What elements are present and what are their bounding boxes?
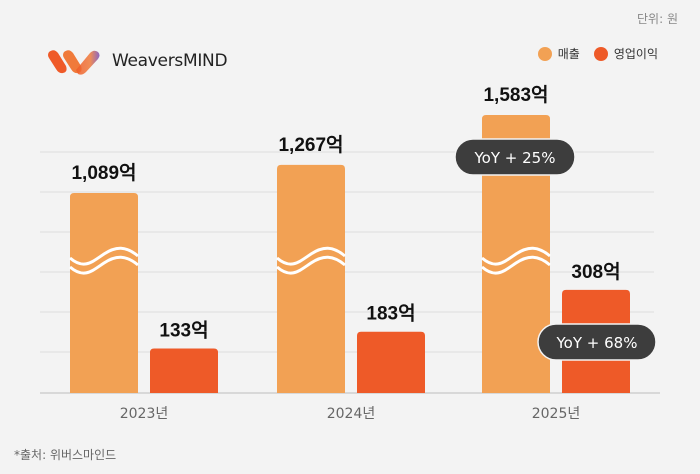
unit-label: 단위: 원 [637,12,678,26]
yoy-pill-text: YoY + 25% [474,149,556,167]
x-tick-label: 2025년 [532,406,581,422]
yoy-pill [537,323,657,361]
axis-break-wave [69,255,139,275]
axis-break-wave [481,246,551,266]
x-tick-label: 2024년 [327,406,376,422]
x-tick-label: 2023년 [120,406,169,422]
axis-break-wave [276,255,346,275]
bar-label-revenue: 1,089억 [71,162,136,184]
bar-operating-profit [150,348,218,393]
legend: 매출 영업이익 [537,45,658,62]
brand-name: WeaversMIND [112,51,228,71]
legend-item-revenue: 매출 [537,45,580,62]
axis-break-wave [276,246,346,266]
bar-operating-profit [357,331,425,393]
bar-label-operating-profit: 183억 [366,303,415,325]
weaversmind-logo-icon [48,50,100,75]
brand-logo: WeaversMIND [46,46,228,76]
bar-revenue [277,164,345,393]
legend-label-operating-profit: 영업이익 [613,47,658,61]
bar-label-revenue: 1,583억 [483,84,548,106]
bar-label-operating-profit: 308억 [571,261,620,283]
yoy-pill [454,138,576,176]
bar-label-revenue: 1,267억 [278,134,343,156]
legend-item-operating-profit: 영업이익 [593,45,658,62]
yoy-pill-text: YoY + 68% [556,334,638,352]
bar-label-operating-profit: 133억 [159,319,208,341]
legend-swatch-revenue [537,46,552,61]
bar-revenue [70,193,138,393]
source-note: *출처: 위버스마인드 [14,448,117,462]
legend-swatch-operating-profit [593,46,608,61]
axis-break-wave [69,246,139,266]
legend-label-revenue: 매출 [557,47,580,61]
axis-break-wave [481,255,551,275]
